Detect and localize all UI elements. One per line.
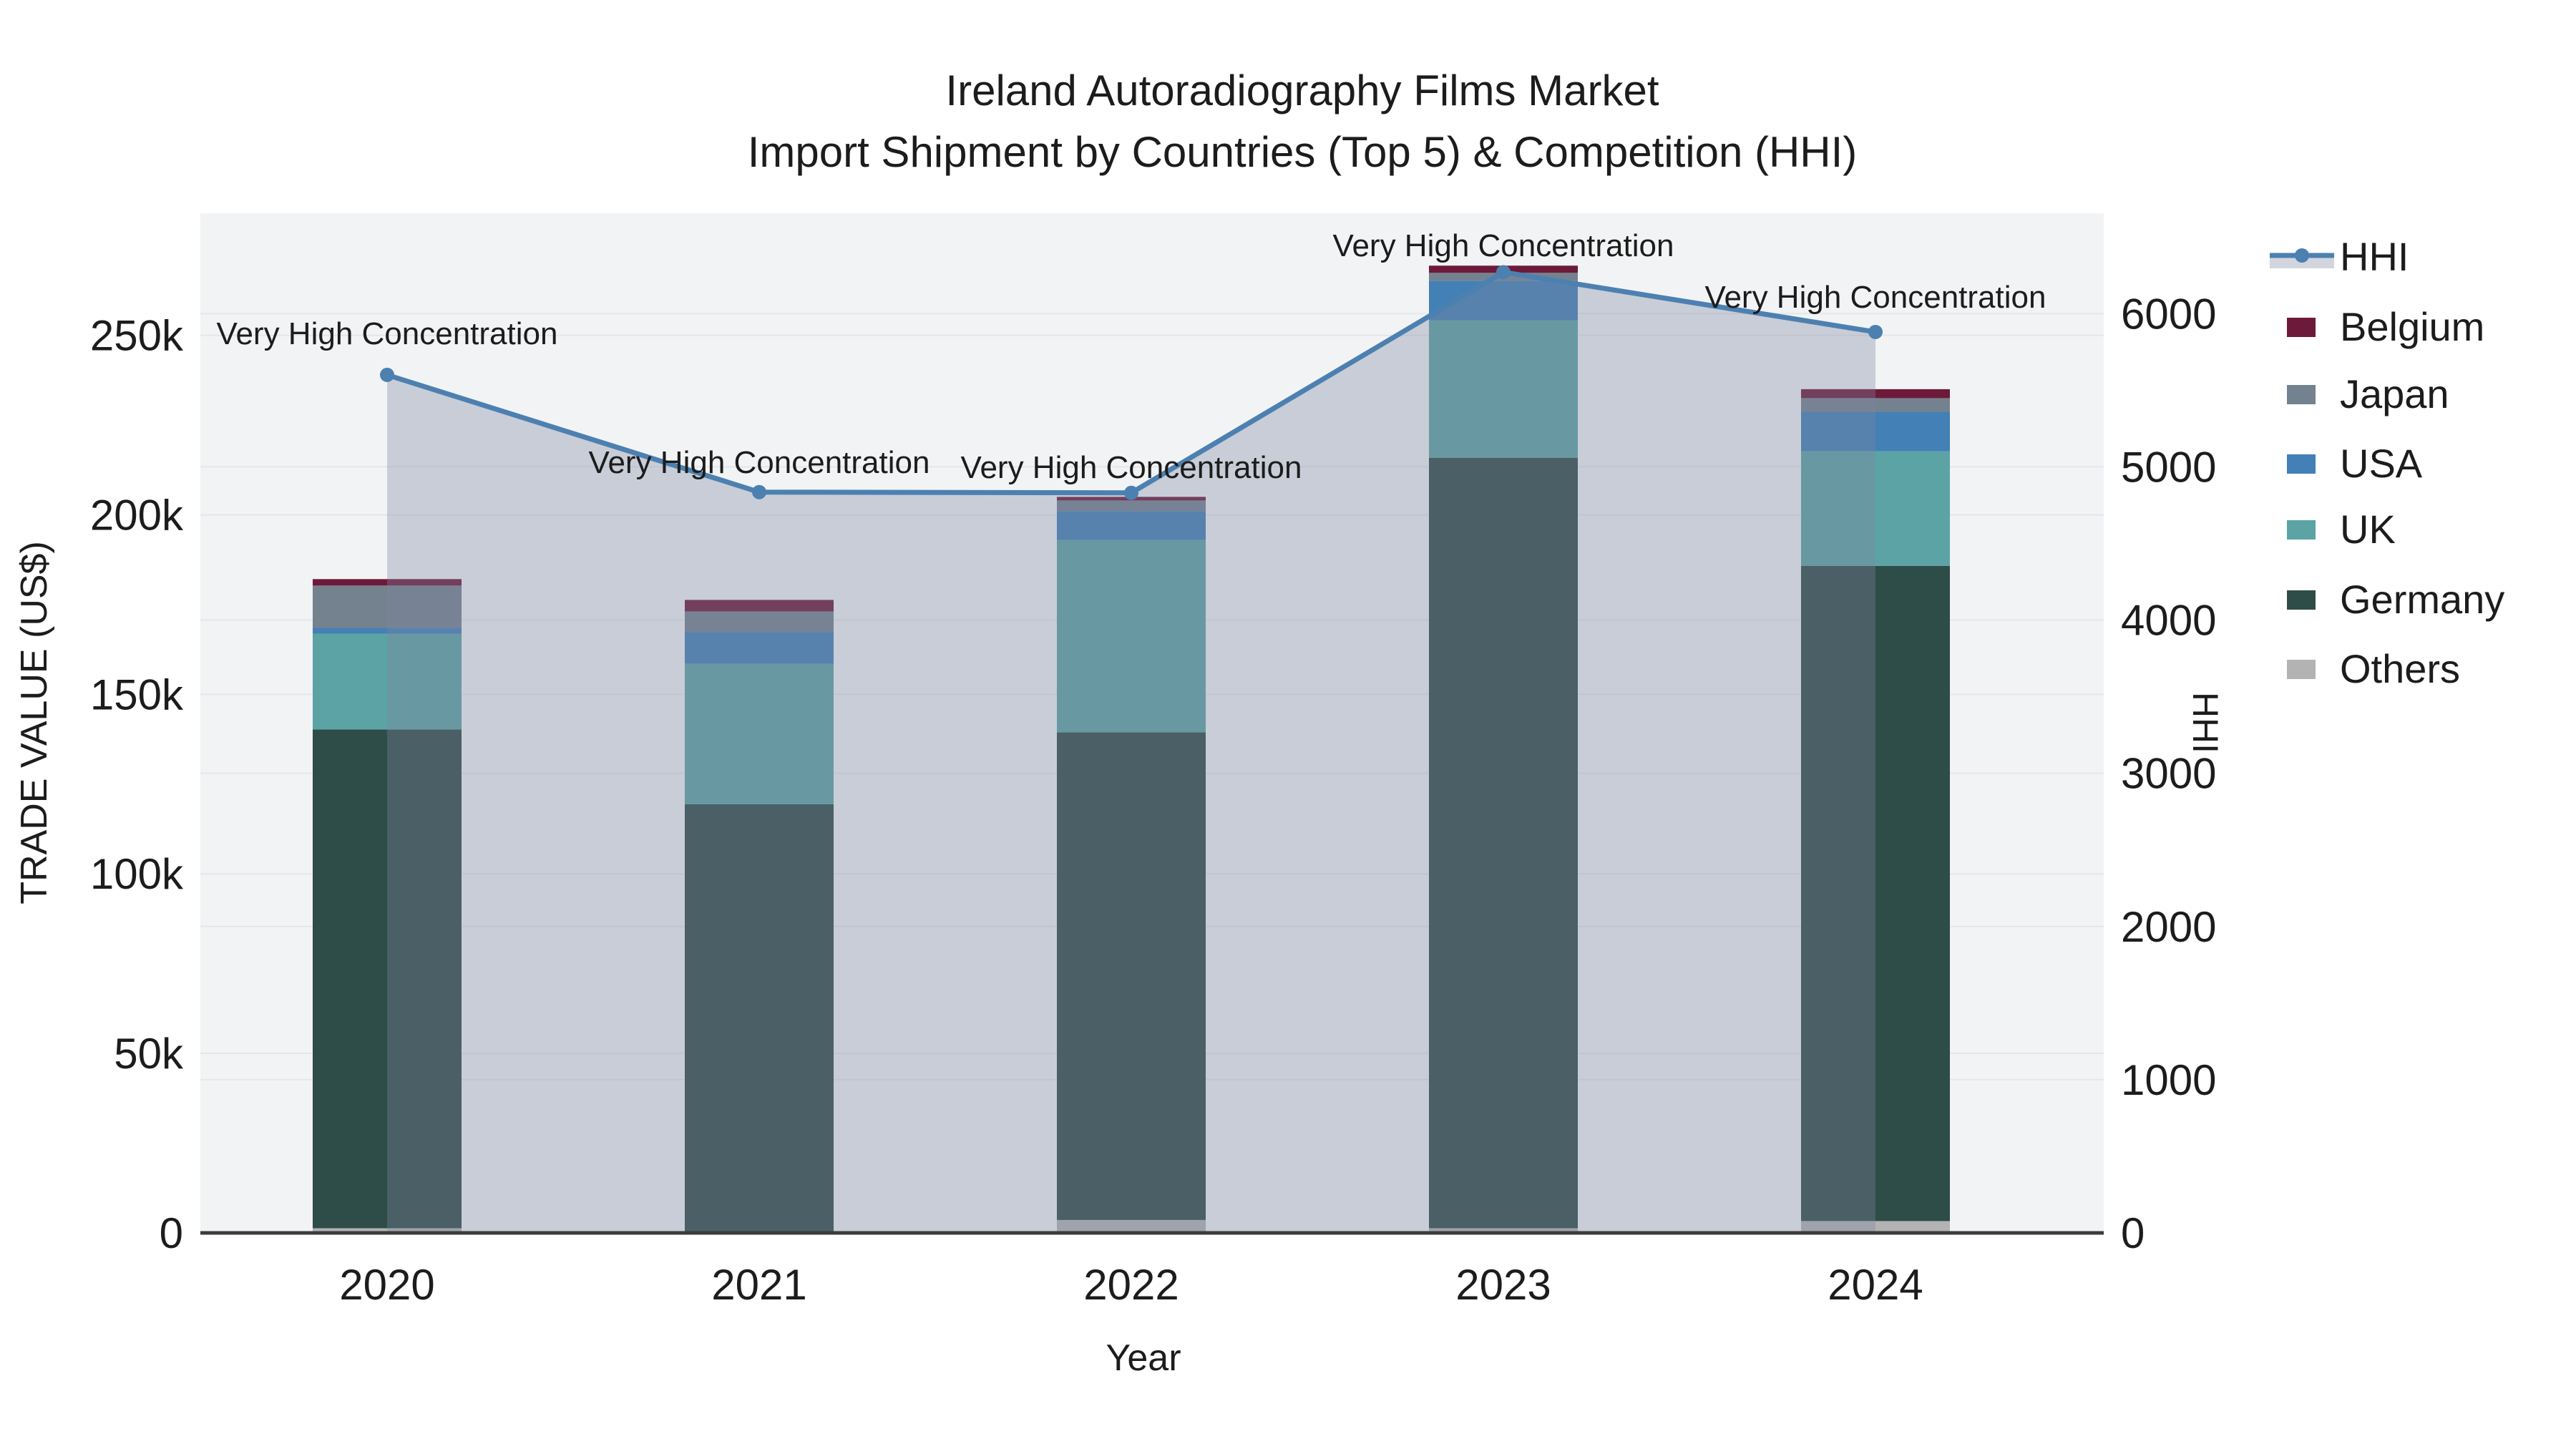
legend-swatch-others [2287,660,2316,679]
legend-item-hhi[interactable]: HHI [2270,234,2409,279]
bar-segment-germany-2020[interactable] [313,729,462,1229]
bar-segment-uk-2022[interactable] [1057,540,1206,733]
bar-segment-germany-2024[interactable] [1801,565,1950,1221]
legend-item-japan[interactable]: Japan [2287,371,2449,416]
legend-label-germany: Germany [2340,577,2504,622]
legend-swatch-uk [2287,520,2316,540]
bar-segment-uk-2023[interactable] [1429,320,1578,458]
bar-segment-others-2022[interactable] [1057,1219,1206,1233]
y-right-tick-1000: 1000 [2121,1056,2216,1104]
bar-segment-belgium-2024[interactable] [1801,389,1950,399]
chart-title: Ireland Autoradiography Films Market Imp… [748,60,1858,183]
hhi-marker-2020[interactable] [380,367,394,382]
legend-swatch-germany [2287,590,2316,610]
x-tick-2020: 2020 [339,1261,434,1309]
annotation-2022: Very High Concentration [961,450,1302,485]
chart-title-line1: Ireland Autoradiography Films Market [945,67,1659,114]
hhi-marker-2024[interactable] [1868,324,1883,339]
bar-segment-germany-2022[interactable] [1057,732,1206,1220]
y-left-tick-200k: 200k [90,491,184,539]
bar-segment-others-2020[interactable] [313,1228,462,1233]
annotation-2020: Very High Concentration [217,316,558,351]
x-tick-2022: 2022 [1083,1261,1179,1309]
bar-segment-uk-2020[interactable] [313,633,462,730]
y-left-tick-100k: 100k [90,850,184,898]
y-right-tick-6000: 6000 [2121,290,2216,338]
y-right-tick-2000: 2000 [2121,903,2216,951]
legend-label-others: Others [2340,646,2460,691]
bar-segment-usa-2020[interactable] [313,628,462,634]
bar-segment-belgium-2021[interactable] [685,600,834,612]
legend-label-usa: USA [2340,441,2423,486]
y-left-tick-250k: 250k [90,312,184,360]
legend-swatch-usa [2287,454,2316,474]
bar-segment-others-2024[interactable] [1801,1221,1950,1233]
legend-item-others[interactable]: Others [2287,646,2460,691]
annotation-2023: Very High Concentration [1333,228,1674,263]
x-tick-2024: 2024 [1828,1261,1923,1309]
annotation-2021: Very High Concentration [589,445,930,480]
bar-segment-germany-2021[interactable] [685,804,834,1233]
hhi-area-fill [387,272,1875,1234]
legend-label-japan: Japan [2340,371,2449,416]
bar-segment-uk-2024[interactable] [1801,451,1950,566]
legend-label-belgium: Belgium [2340,304,2484,349]
legend-item-usa[interactable]: USA [2287,441,2423,486]
bar-segment-germany-2023[interactable] [1429,457,1578,1229]
bar-segment-belgium-2020[interactable] [313,579,462,586]
bar-segment-japan-2022[interactable] [1057,500,1206,512]
y-left-tick-150k: 150k [90,670,184,718]
bar-segment-usa-2021[interactable] [685,632,834,664]
y-axis-title-right: HHI [2185,691,2225,754]
legend-item-belgium[interactable]: Belgium [2287,304,2484,349]
hhi-marker-2023[interactable] [1496,265,1511,280]
bar-segment-others-2023[interactable] [1429,1228,1578,1233]
chart-title-line2: Import Shipment by Countries (Top 5) & C… [747,128,1858,176]
bar-segment-japan-2020[interactable] [313,585,462,628]
y-left-tick-50k: 50k [114,1030,184,1078]
legend-item-germany[interactable]: Germany [2287,577,2504,622]
hhi-marker-2021[interactable] [752,484,766,499]
y-right-tick-4000: 4000 [2121,597,2216,645]
legend-swatch-hhi-marker [2295,248,2309,263]
x-axis-title: Year [1106,1337,1181,1379]
bar-segment-japan-2021[interactable] [685,611,834,633]
bar-segment-usa-2024[interactable] [1801,411,1950,452]
x-tick-2023: 2023 [1455,1261,1551,1309]
legend-swatch-belgium [2287,318,2316,337]
y-right-tick-0: 0 [2121,1209,2145,1257]
legend-swatch-japan [2287,385,2316,404]
bar-segment-uk-2021[interactable] [685,663,834,804]
y-left-tick-0: 0 [160,1209,183,1257]
y-right-tick-5000: 5000 [2121,443,2216,491]
legend-item-uk[interactable]: UK [2287,507,2396,552]
legend-label-uk: UK [2340,507,2396,552]
annotation-2024: Very High Concentration [1705,280,2046,315]
x-tick-2021: 2021 [711,1261,806,1309]
hhi-marker-2022[interactable] [1124,485,1138,500]
bar-segment-japan-2024[interactable] [1801,398,1950,412]
y-right-tick-3000: 3000 [2121,750,2216,798]
bar-segment-usa-2022[interactable] [1057,511,1206,540]
y-axis-title-left: TRADE VALUE (US$) [14,541,55,904]
legend-label-hhi: HHI [2340,234,2409,279]
